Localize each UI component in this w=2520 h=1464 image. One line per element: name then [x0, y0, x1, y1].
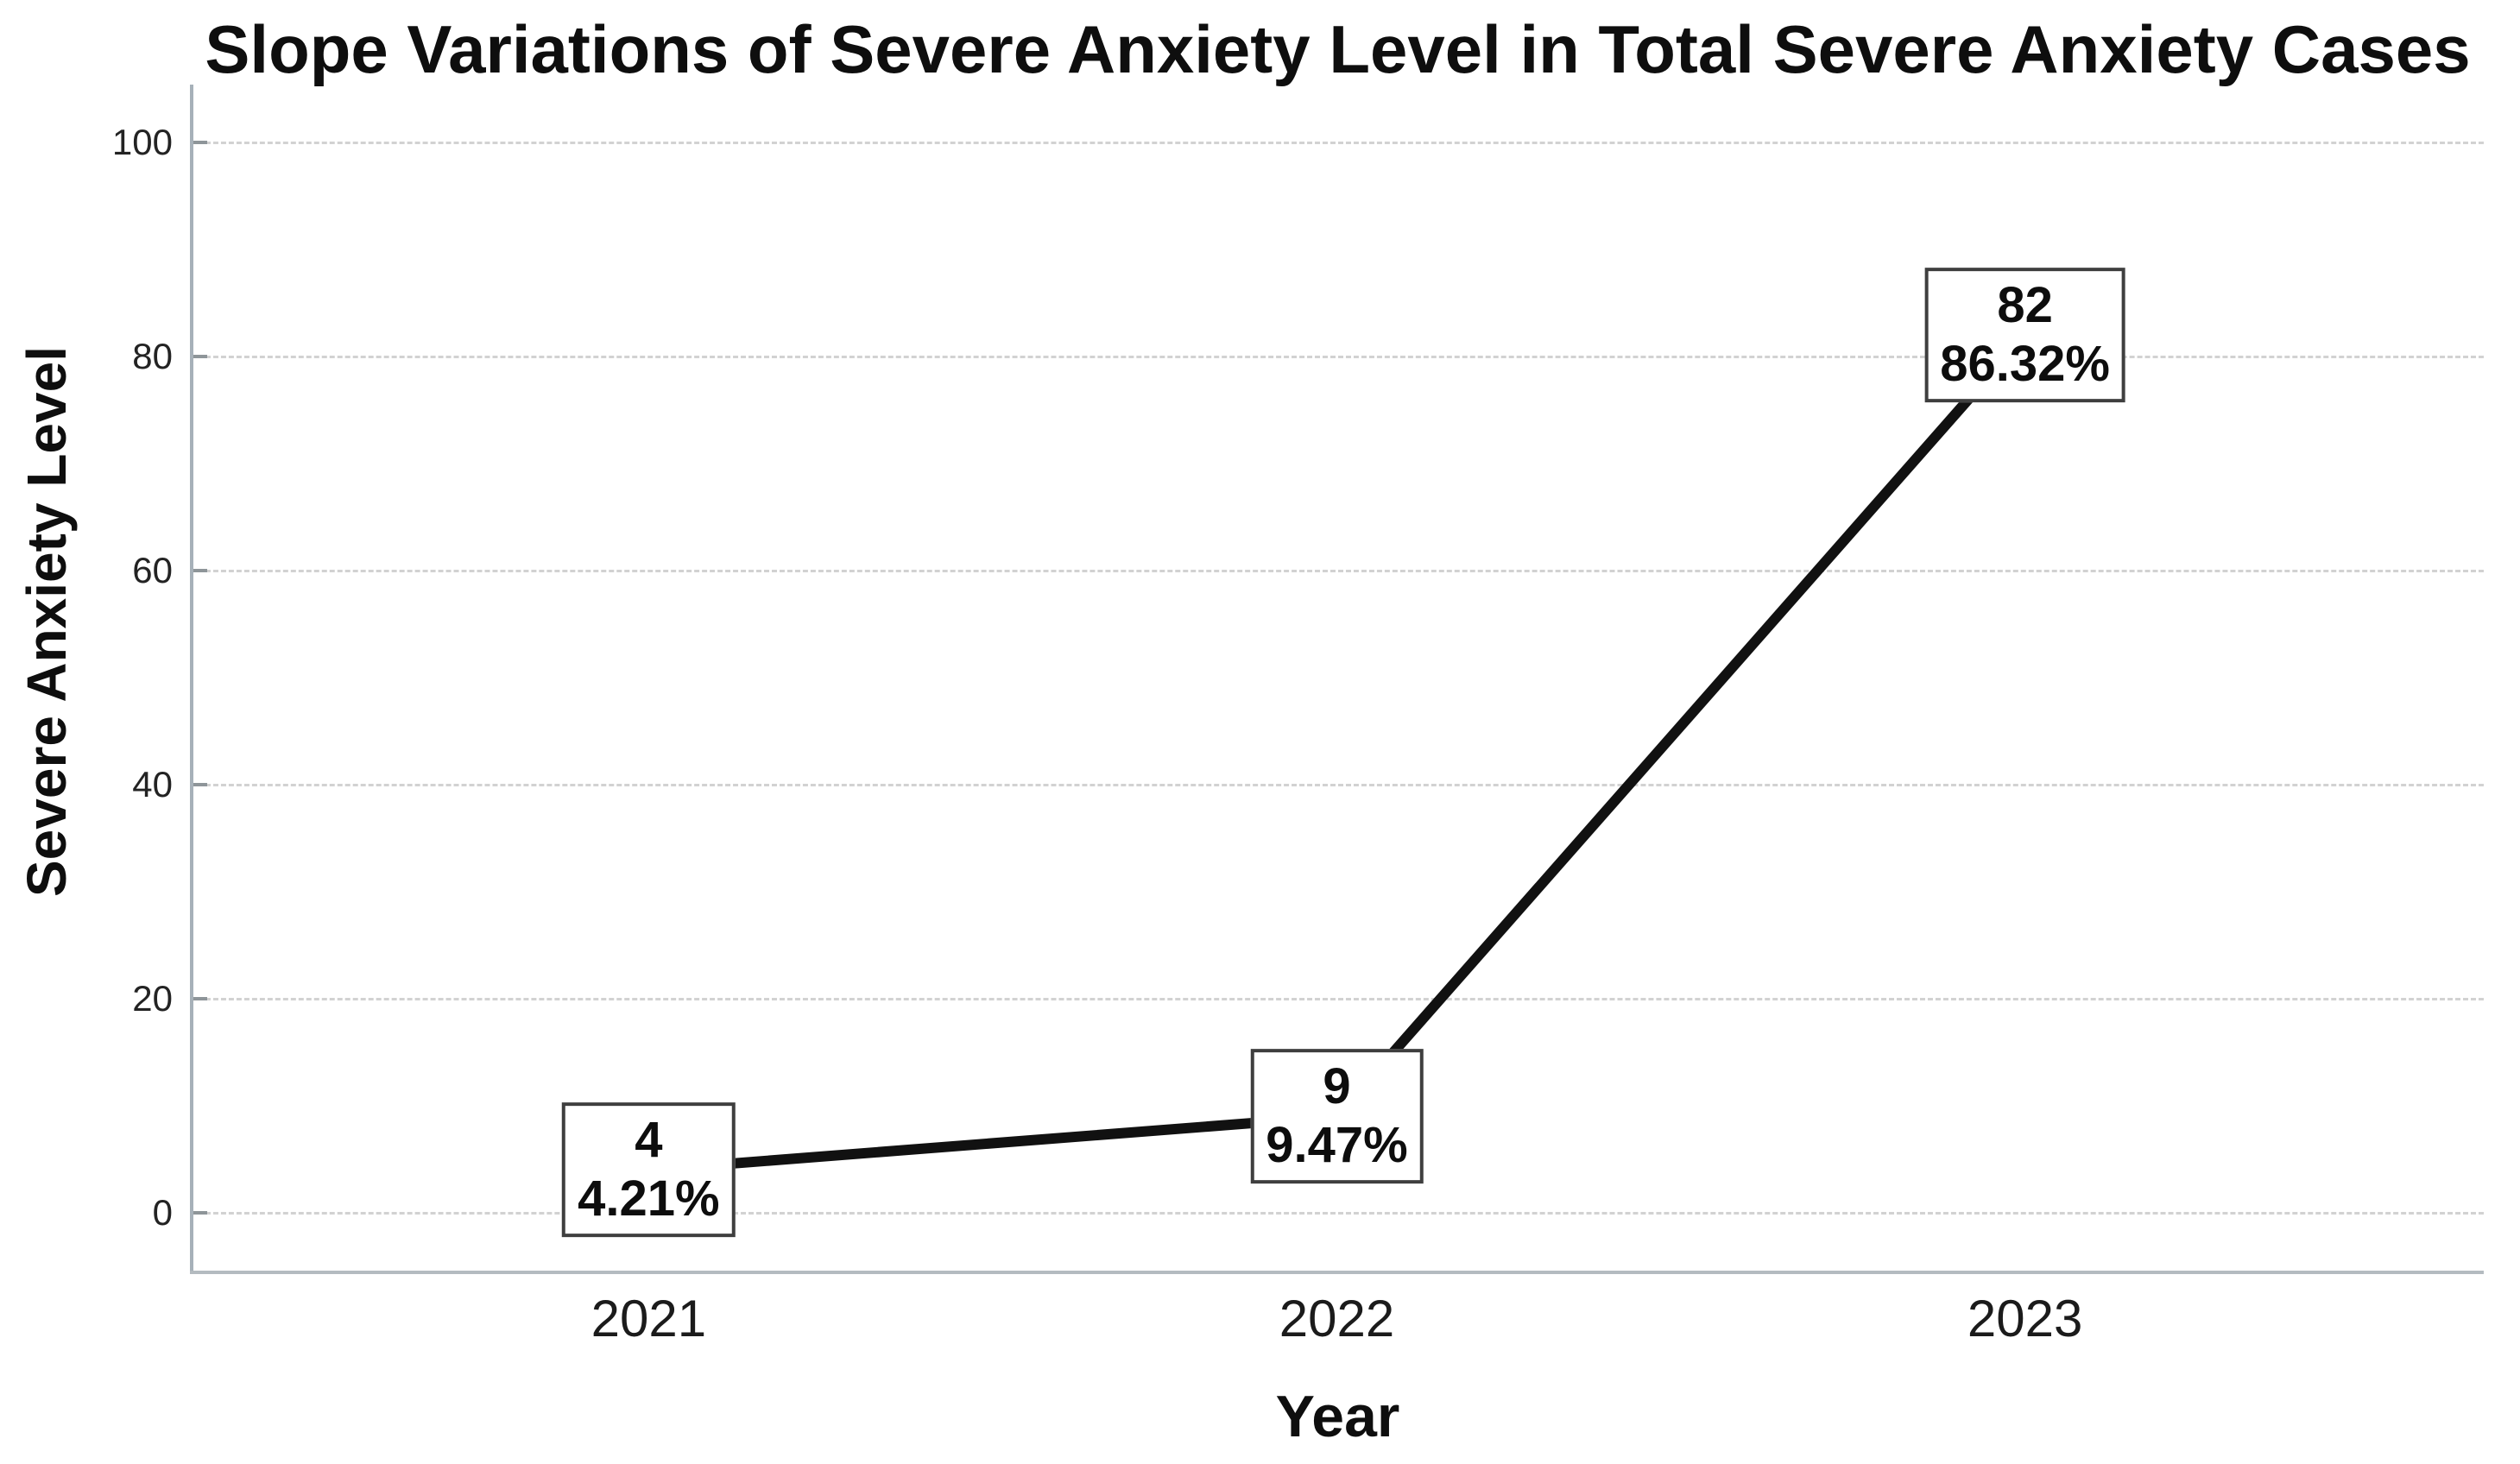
data-point-label-box: 82 86.32% — [1924, 268, 2125, 403]
gridline — [190, 997, 2484, 1000]
y-axis-line — [190, 85, 193, 1271]
y-tick-label: 100 — [111, 122, 173, 162]
data-point-label-box: 4 4.21% — [562, 1102, 736, 1238]
y-tick-mark — [190, 997, 207, 1000]
series-line — [647, 331, 2030, 1176]
data-point-value: 4 — [635, 1112, 663, 1169]
gridline — [190, 783, 2484, 786]
x-axis-line — [190, 1271, 2484, 1274]
data-point-label-box: 9 9.47% — [1250, 1049, 1424, 1184]
x-tick-label: 2023 — [1967, 1290, 2083, 1347]
y-tick-label: 0 — [152, 1192, 173, 1233]
x-tick-label: 2022 — [1279, 1290, 1395, 1347]
y-tick-mark — [190, 355, 207, 358]
gridline — [190, 355, 2484, 358]
data-point-percent: 9.47% — [1266, 1117, 1408, 1174]
y-tick-mark — [190, 141, 207, 144]
y-tick-mark — [190, 783, 207, 786]
data-point-percent: 86.32% — [1940, 336, 2110, 393]
x-axis-title: Year — [1275, 1384, 1400, 1449]
y-tick-mark — [190, 1211, 207, 1215]
data-point-value: 9 — [1323, 1058, 1351, 1115]
gridline — [190, 141, 2484, 144]
gridline — [190, 569, 2484, 572]
y-tick-label: 40 — [132, 764, 173, 805]
gridline — [190, 1211, 2484, 1215]
y-tick-label: 20 — [132, 978, 173, 1019]
data-point-value: 82 — [1997, 277, 2053, 334]
y-tick-label: 60 — [132, 550, 173, 590]
x-tick-label: 2021 — [591, 1290, 707, 1347]
y-tick-label: 80 — [132, 336, 173, 376]
y-tick-mark — [190, 569, 207, 572]
chart-title: Slope Variations of Severe Anxiety Level… — [205, 11, 2471, 87]
data-point-percent: 4.21% — [578, 1171, 720, 1227]
